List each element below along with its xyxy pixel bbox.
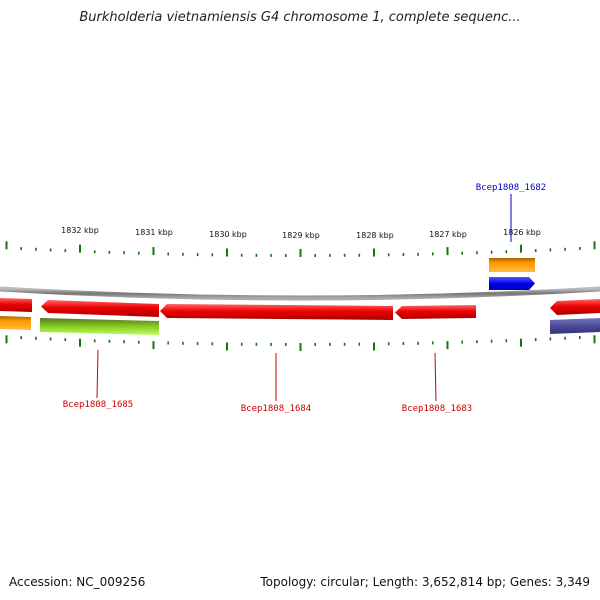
gene-feature-red-left-edge[interactable] <box>0 298 32 312</box>
gene-feature-green[interactable] <box>40 318 159 335</box>
gene-feature-bcep1808-1685[interactable] <box>41 300 159 317</box>
ruler-label: 1830 kbp <box>209 230 247 239</box>
gene-feature-orange[interactable] <box>489 258 535 272</box>
gene-feature-purple-right-edge[interactable] <box>550 318 600 334</box>
accession-text: Accession: NC_009256 <box>9 575 146 589</box>
chromosome-backbone <box>0 286 600 301</box>
ruler-label: 1832 kbp <box>61 226 99 235</box>
gene-feature-bcep1808-1683[interactable] <box>395 305 476 319</box>
gene-feature-red-right-edge[interactable] <box>550 299 600 315</box>
ruler-label: 1831 kbp <box>135 228 173 237</box>
ruler-label: 1828 kbp <box>356 231 394 240</box>
leader-line-bcep1808-1683 <box>434 352 437 402</box>
gene-label-bcep1808-1683[interactable]: Bcep1808_1683 <box>402 404 472 414</box>
leader-line-bcep1808-1685 <box>96 349 99 399</box>
gene-feature-bcep1808-1682[interactable] <box>489 277 535 290</box>
ruler-label: 1826 kbp <box>503 228 541 237</box>
ruler-label: 1829 kbp <box>282 231 320 240</box>
ruler-labels: 1832 kbp 1831 kbp 1830 kbp 1829 kbp 1828… <box>61 226 541 240</box>
gene-label-bcep1808-1684[interactable]: Bcep1808_1684 <box>241 404 311 414</box>
gene-feature-orange-left-edge[interactable] <box>0 316 31 330</box>
ruler-ticks-bottom <box>5 335 596 351</box>
gene-label-bcep1808-1685[interactable]: Bcep1808_1685 <box>63 400 133 410</box>
sequence-summary: Topology: circular; Length: 3,652,814 bp… <box>260 575 590 589</box>
ruler-ticks-top <box>5 241 596 257</box>
gene-label-bcep1808-1682[interactable]: Bcep1808_1682 <box>476 183 546 193</box>
ruler-label: 1827 kbp <box>429 230 467 239</box>
map-title: Burkholderia vietnamiensis G4 chromosome… <box>79 10 521 25</box>
gene-feature-bcep1808-1684[interactable] <box>160 304 393 320</box>
